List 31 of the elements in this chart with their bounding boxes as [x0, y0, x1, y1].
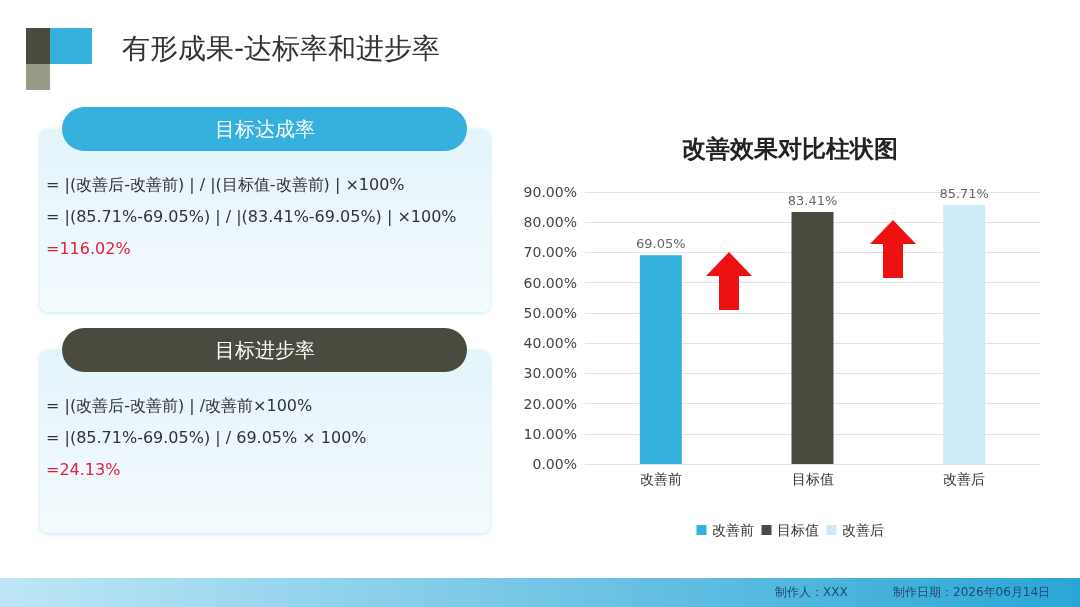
data-label: 83.41%: [787, 192, 838, 208]
data-label: 69.05%: [636, 236, 686, 252]
x-tick-label: 改善后: [943, 471, 986, 487]
text: 制作日期：2026年06月14日: [893, 584, 1051, 601]
text: = |(85.71%-69.05%) | / |(83.41%-69.05%) | ×100%: [46, 207, 457, 226]
y-tick-label: 0.00%: [532, 456, 577, 472]
text: =24.13%: [46, 460, 121, 479]
legend-label: 改善后: [841, 522, 884, 538]
y-tick-label: 90.00%: [523, 184, 577, 200]
text: 有形成果-达标率和进步率: [122, 31, 441, 67]
y-tick-label: 50.00%: [523, 304, 577, 321]
text: 目标达成率: [62, 107, 467, 151]
y-tick-label: 70.00%: [523, 244, 577, 261]
text: 制作人：XXX: [775, 584, 848, 601]
chart-title: 改善效果对比柱状图: [682, 135, 898, 163]
y-tick-label: 20.00%: [523, 395, 577, 412]
x-tick-label: 改善前: [639, 471, 682, 487]
y-tick-label: 10.00%: [523, 425, 577, 442]
legend-label: 改善前: [711, 522, 754, 538]
text: =116.02%: [46, 239, 131, 258]
data-label: 85.71%: [939, 185, 989, 201]
y-tick-label: 40.00%: [523, 335, 577, 352]
text: = |(改善后-改善前) | /改善前×100%: [46, 396, 313, 417]
text: = |(改善后-改善前) | / |(目标值-改善前) | ×100%: [46, 175, 405, 196]
legend-label: 目标值: [776, 522, 819, 538]
text: 目标进步率: [62, 328, 467, 372]
y-tick-label: 30.00%: [523, 365, 577, 382]
y-tick-label: 80.00%: [523, 214, 577, 231]
x-tick-label: 目标值: [791, 471, 834, 487]
y-tick-label: 60.00%: [523, 274, 577, 291]
text: = |(85.71%-69.05%) | / 69.05% × 100%: [46, 428, 367, 447]
